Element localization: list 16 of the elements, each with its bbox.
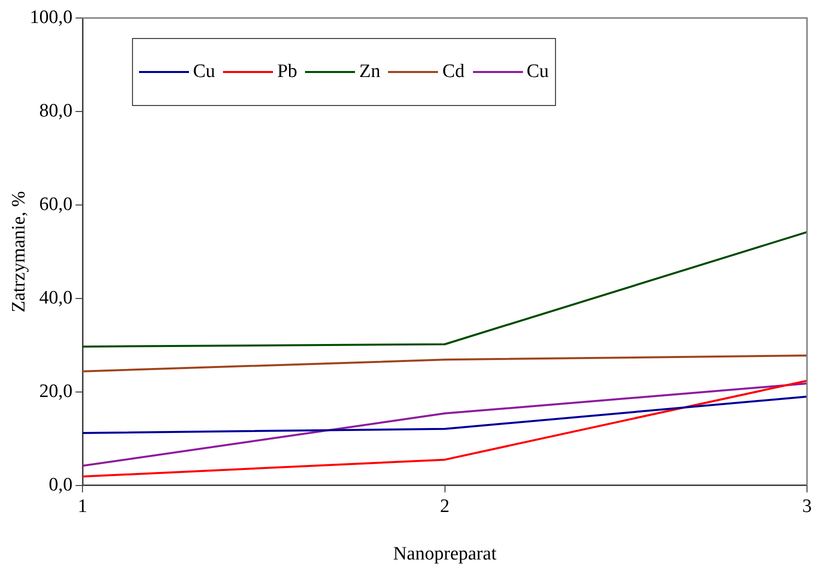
y-tick-label: 40,0 [39,287,73,308]
y-axis-title: Zatrzymanie, % [8,190,30,312]
legend-label: Zn [359,61,380,83]
legend-label: Cu [526,61,549,83]
y-tick-label: 0,0 [48,474,73,496]
y-tick-label: 60,0 [39,194,73,215]
y-tick-label: 100,0 [30,6,73,28]
x-axis-title: Nanopreparat [393,544,498,565]
legend-label: Cd [442,61,465,83]
legend-label: Pb [277,61,298,83]
x-tick-label: 1 [78,496,88,517]
y-tick-label: 80,0 [39,100,73,122]
legend-label: Cu [193,61,216,83]
x-tick-label: 3 [802,496,812,517]
y-tick-label: 20,0 [39,380,73,402]
x-tick-label: 2 [440,496,450,517]
